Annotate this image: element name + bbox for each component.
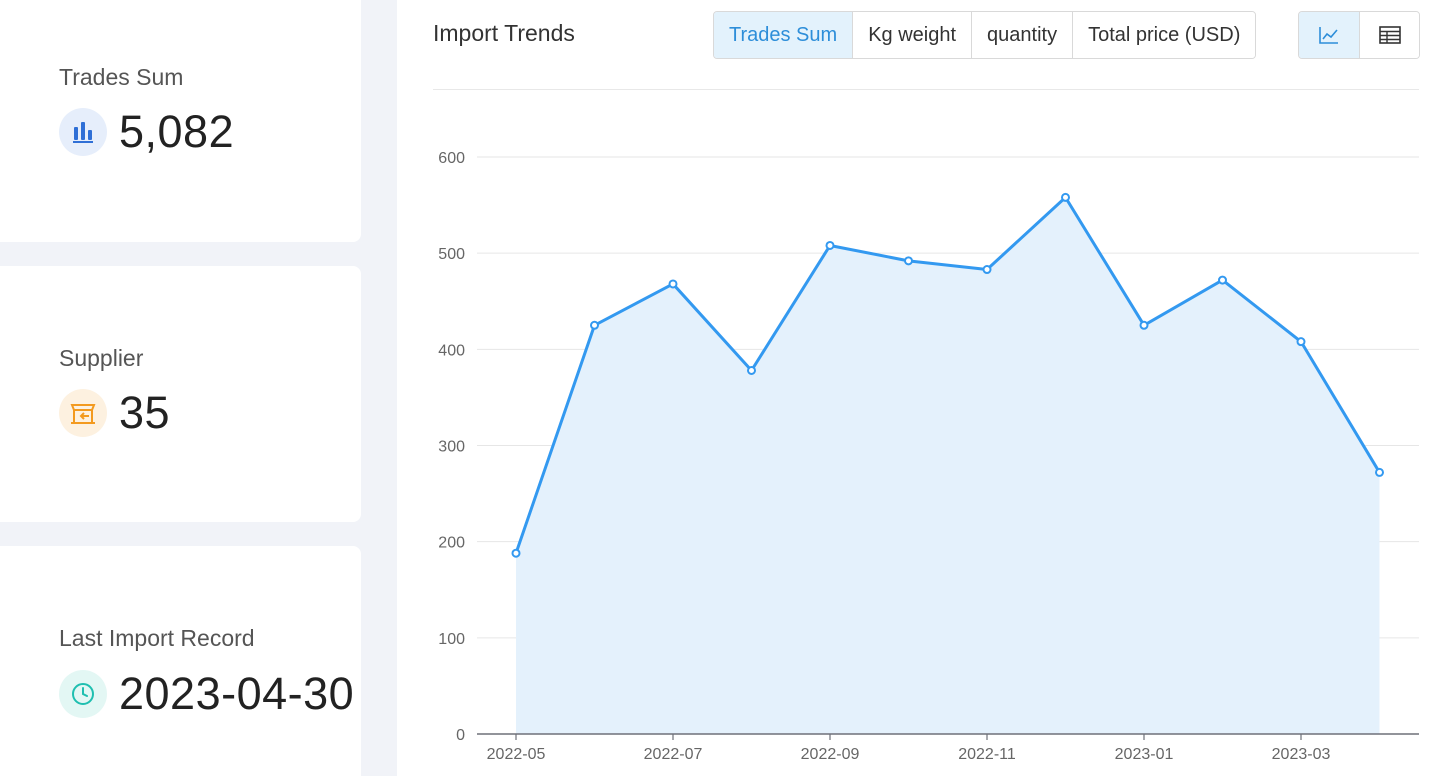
data-point[interactable] [1218,275,1227,285]
x-tick-label: 2023-03 [1272,746,1331,763]
data-point[interactable] [1375,467,1384,477]
import-trends-panel: Import Trends Trades Sum Kg weight quant… [397,0,1431,776]
y-tick-label: 0 [456,727,465,744]
supplier-label: Supplier [59,345,144,371]
supplier-row: 35 [59,387,170,439]
tab-total-price[interactable]: Total price (USD) [1072,12,1256,58]
table-view-button[interactable] [1359,12,1419,58]
last-import-card: Last Import Record 2023-04-30 [0,546,361,776]
panel-title: Import Trends [433,20,575,46]
panel-divider [433,89,1419,90]
clock-icon [59,670,107,718]
data-point[interactable] [668,279,678,289]
data-point[interactable] [1296,337,1306,347]
view-toggle [1298,11,1420,59]
data-point[interactable] [1139,320,1149,330]
data-point[interactable] [747,365,756,375]
x-tick-label: 2022-11 [958,746,1016,763]
series-line [514,195,1381,554]
x-tick-label: 2022-07 [644,746,703,763]
supplier-card: Supplier 35 [0,266,361,522]
series-area [516,197,1380,734]
line-chart-view-button[interactable] [1299,12,1359,58]
x-tick-label: 2022-09 [801,746,860,763]
line-chart-icon [1319,27,1338,44]
tab-quantity[interactable]: quantity [971,12,1073,58]
x-tick-label: 2023-01 [1115,746,1174,763]
x-tick-label: 2022-05 [487,746,546,763]
data-point[interactable] [590,320,599,330]
y-tick-label: 500 [438,246,465,263]
trades-sum-card: Trades Sum 5,082 [0,0,361,242]
table-icon [1378,26,1401,44]
tab-trades-sum[interactable]: Trades Sum [714,12,853,58]
trades-sum-row: 5,082 [59,106,234,158]
y-tick-label: 300 [438,439,465,456]
store-icon [59,389,107,437]
y-tick-label: 200 [438,535,465,552]
bar-chart-icon [59,108,107,156]
trades-sum-label: Trades Sum [59,64,184,90]
metric-tabs: Trades Sum Kg weight quantity Total pric… [713,11,1257,59]
last-import-value: 2023-04-30 [119,668,355,719]
y-tick-label: 600 [438,150,465,167]
y-tick-label: 400 [438,342,465,359]
last-import-label: Last Import Record [59,625,255,651]
data-point[interactable] [904,256,913,266]
data-point[interactable] [1061,192,1070,202]
import-trends-chart: 0 100 200 300 400 500 600 2022-05 2022-07 2022-09… [438,150,1419,763]
data-point[interactable] [825,240,835,250]
tab-kg-weight[interactable]: Kg weight [852,12,972,58]
y-tick-label: 100 [438,631,465,648]
supplier-value: 35 [119,387,171,438]
trades-sum-value: 5,082 [119,106,235,157]
last-import-row: 2023-04-30 [59,668,354,720]
data-point[interactable] [982,265,992,275]
data-point[interactable] [511,548,521,558]
